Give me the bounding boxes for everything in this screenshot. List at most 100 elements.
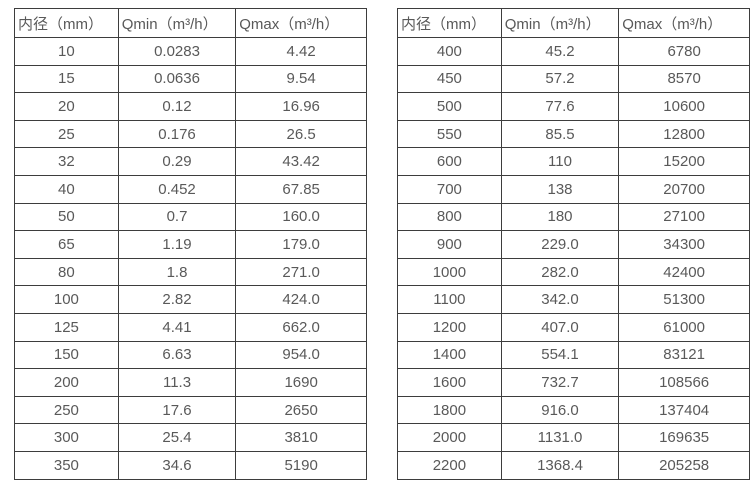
table-row: 150 6.63 954.0	[14, 340, 367, 370]
table-cell: 50	[14, 202, 119, 232]
table-cell: 100	[14, 285, 119, 314]
table-cell: 4.42	[235, 37, 367, 66]
table-cell: 169635	[618, 423, 750, 452]
table-cell: 180	[500, 202, 620, 232]
table-cell: 1100	[397, 285, 502, 314]
table-row: 80 1.8 271.0	[14, 257, 367, 287]
table-cell: 43.42	[235, 147, 367, 176]
table-cell: 6.63	[117, 340, 237, 370]
table-cell: 61000	[618, 312, 750, 342]
table-row: 40 0.452 67.85	[14, 174, 367, 204]
table-cell: 15	[14, 64, 119, 94]
table-cell: 80	[14, 257, 119, 287]
table-row: 800 180 27100	[397, 202, 750, 232]
table-row: 32 0.29 43.42	[14, 147, 367, 176]
table-cell: 110	[500, 147, 620, 176]
table-row: 450 57.2 8570	[397, 64, 750, 94]
table-cell: 300	[14, 423, 119, 452]
table-cell: 15200	[618, 147, 750, 176]
table-cell: 1200	[397, 312, 502, 342]
table-cell: 65	[14, 230, 119, 259]
table-cell: 200	[14, 368, 119, 397]
table-cell: 732.7	[500, 368, 620, 397]
table-cell: 45.2	[500, 37, 620, 66]
table-row: 300 25.4 3810	[14, 423, 367, 452]
column-header: Qmax（m³/h）	[618, 8, 750, 38]
table-cell: 138	[500, 174, 620, 204]
table-cell: 550	[397, 119, 502, 149]
column-header: 内径（mm）	[14, 8, 119, 38]
table-row: 1800 916.0 137404	[397, 395, 750, 425]
table-cell: 954.0	[235, 340, 367, 370]
table-cell: 34.6	[117, 450, 237, 480]
table-cell: 9.54	[235, 64, 367, 94]
table-row: 2000 1131.0 169635	[397, 423, 750, 452]
table-cell: 42400	[618, 257, 750, 287]
column-header: Qmin（m³/h）	[500, 8, 620, 38]
table-cell: 125	[14, 312, 119, 342]
table-cell: 229.0	[500, 230, 620, 259]
table-cell: 700	[397, 174, 502, 204]
table-cell: 10	[14, 37, 119, 66]
table-cell: 57.2	[500, 64, 620, 94]
table-row: 125 4.41 662.0	[14, 312, 367, 342]
table-cell: 0.7	[117, 202, 237, 232]
table-cell: 150	[14, 340, 119, 370]
table-row: 15 0.0636 9.54	[14, 64, 367, 94]
flow-spec-tables-container: 内径（mm） Qmin（m³/h） Qmax（m³/h） 10 0.0283 4.42 15…	[14, 8, 750, 480]
table-cell: 11.3	[117, 368, 237, 397]
column-header: 内径（mm）	[397, 8, 502, 38]
table-row: 1400 554.1 83121	[397, 340, 750, 370]
table-cell: 25.4	[117, 423, 237, 452]
table-row: 700 138 20700	[397, 174, 750, 204]
table-row: 400 45.2 6780	[397, 37, 750, 66]
table-cell: 0.12	[117, 92, 237, 121]
table-cell: 0.176	[117, 119, 237, 149]
table-cell: 800	[397, 202, 502, 232]
table-cell: 4.41	[117, 312, 237, 342]
table-cell: 40	[14, 174, 119, 204]
table-cell: 1690	[235, 368, 367, 397]
table-row: 900 229.0 34300	[397, 230, 750, 259]
table-cell: 2000	[397, 423, 502, 452]
table-cell: 51300	[618, 285, 750, 314]
table-row: 550 85.5 12800	[397, 119, 750, 149]
table-cell: 1368.4	[500, 450, 620, 480]
table-row: 350 34.6 5190	[14, 450, 367, 480]
table-row: 2200 1368.4 205258	[397, 450, 750, 480]
table-cell: 1.8	[117, 257, 237, 287]
table-cell: 400	[397, 37, 502, 66]
table-cell: 554.1	[500, 340, 620, 370]
table-cell: 20700	[618, 174, 750, 204]
table-cell: 1600	[397, 368, 502, 397]
table-cell: 6780	[618, 37, 750, 66]
table-cell: 407.0	[500, 312, 620, 342]
table-row: 600 110 15200	[397, 147, 750, 176]
flow-spec-table-large-diameters: 内径（mm） Qmin（m³/h） Qmax（m³/h） 400 45.2 6780 450…	[397, 8, 750, 480]
table-cell: 900	[397, 230, 502, 259]
column-header: Qmin（m³/h）	[117, 8, 237, 38]
table-cell: 0.452	[117, 174, 237, 204]
table-cell: 85.5	[500, 119, 620, 149]
table-cell: 600	[397, 147, 502, 176]
table-cell: 3810	[235, 423, 367, 452]
table-cell: 83121	[618, 340, 750, 370]
table-row: 65 1.19 179.0	[14, 230, 367, 259]
table-cell: 0.29	[117, 147, 237, 176]
table-cell: 10600	[618, 92, 750, 121]
table-cell: 1800	[397, 395, 502, 425]
table-cell: 32	[14, 147, 119, 176]
table-cell: 12800	[618, 119, 750, 149]
table-cell: 0.0283	[117, 37, 237, 66]
table-cell: 342.0	[500, 285, 620, 314]
table-cell: 8570	[618, 64, 750, 94]
table-cell: 916.0	[500, 395, 620, 425]
table-cell: 77.6	[500, 92, 620, 121]
header-row: 内径（mm） Qmin（m³/h） Qmax（m³/h）	[397, 8, 750, 38]
table-cell: 26.5	[235, 119, 367, 149]
table-cell: 1000	[397, 257, 502, 287]
table-row: 1100 342.0 51300	[397, 285, 750, 314]
table-cell: 179.0	[235, 230, 367, 259]
table-cell: 137404	[618, 395, 750, 425]
header-row: 内径（mm） Qmin（m³/h） Qmax（m³/h）	[14, 8, 367, 38]
